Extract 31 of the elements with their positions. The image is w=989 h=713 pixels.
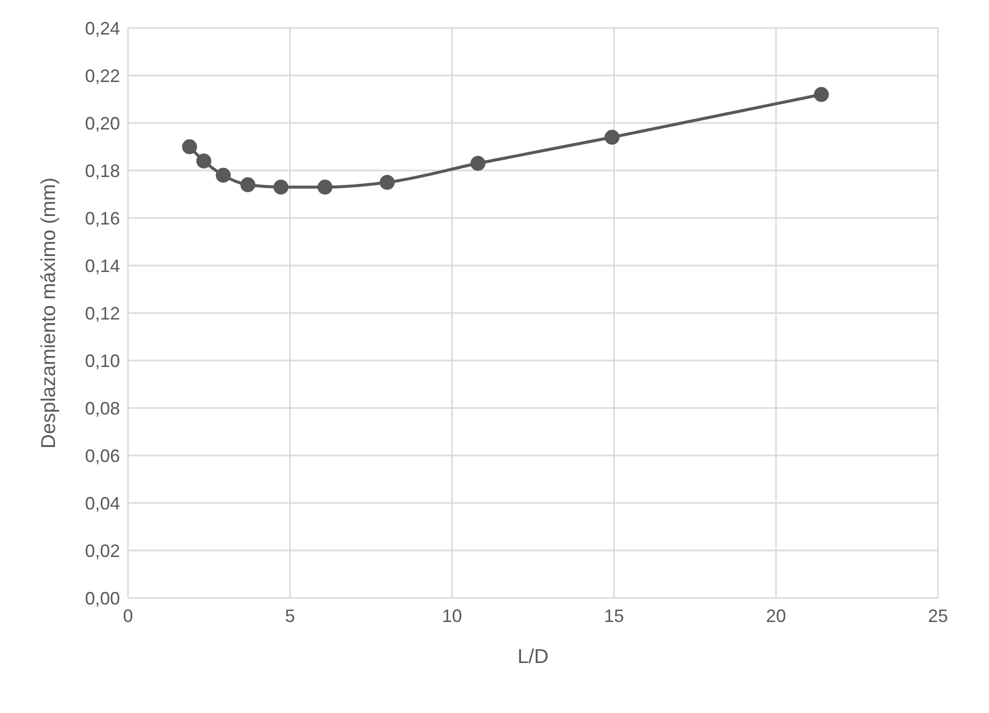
y-tick-label: 0,00 (84, 588, 120, 608)
y-tick-label: 0,10 (84, 350, 120, 371)
point (196, 154, 212, 168)
y-axis-title: Desplazamiento máximo (mm) (38, 177, 60, 449)
y-tick-label: 0,24 (84, 18, 120, 38)
point (273, 180, 288, 195)
x-tick-label: 15 (604, 606, 624, 626)
x-tick-label: 0 (122, 606, 134, 626)
y-tick-label: 0,22 (84, 66, 120, 86)
point (814, 87, 829, 102)
x-tick-label: 10 (442, 606, 462, 626)
y-tick-label: 0,14 (84, 256, 120, 276)
point (604, 130, 620, 145)
y-tick-label: 0,04 (84, 493, 120, 514)
y-tick-label: 0,06 (84, 446, 120, 466)
y-tick-label: 0,08 (84, 398, 120, 418)
x-tick-label: 25 (928, 606, 948, 626)
point (182, 139, 198, 154)
point (216, 168, 231, 183)
y-tick-label: 0,02 (84, 540, 120, 561)
y-tick-label: 0,12 (84, 303, 120, 324)
x-tick-label: 20 (766, 606, 786, 626)
point (240, 177, 256, 192)
point (317, 180, 332, 195)
x-tick-label: 5 (284, 606, 296, 626)
y-tick-label: 0,20 (84, 113, 120, 134)
y-tick-label: 0,18 (84, 160, 120, 181)
point (470, 156, 486, 171)
x-axis-title: L/D (517, 646, 549, 668)
point (380, 174, 395, 190)
y-tick-label: 0,16 (84, 208, 120, 228)
